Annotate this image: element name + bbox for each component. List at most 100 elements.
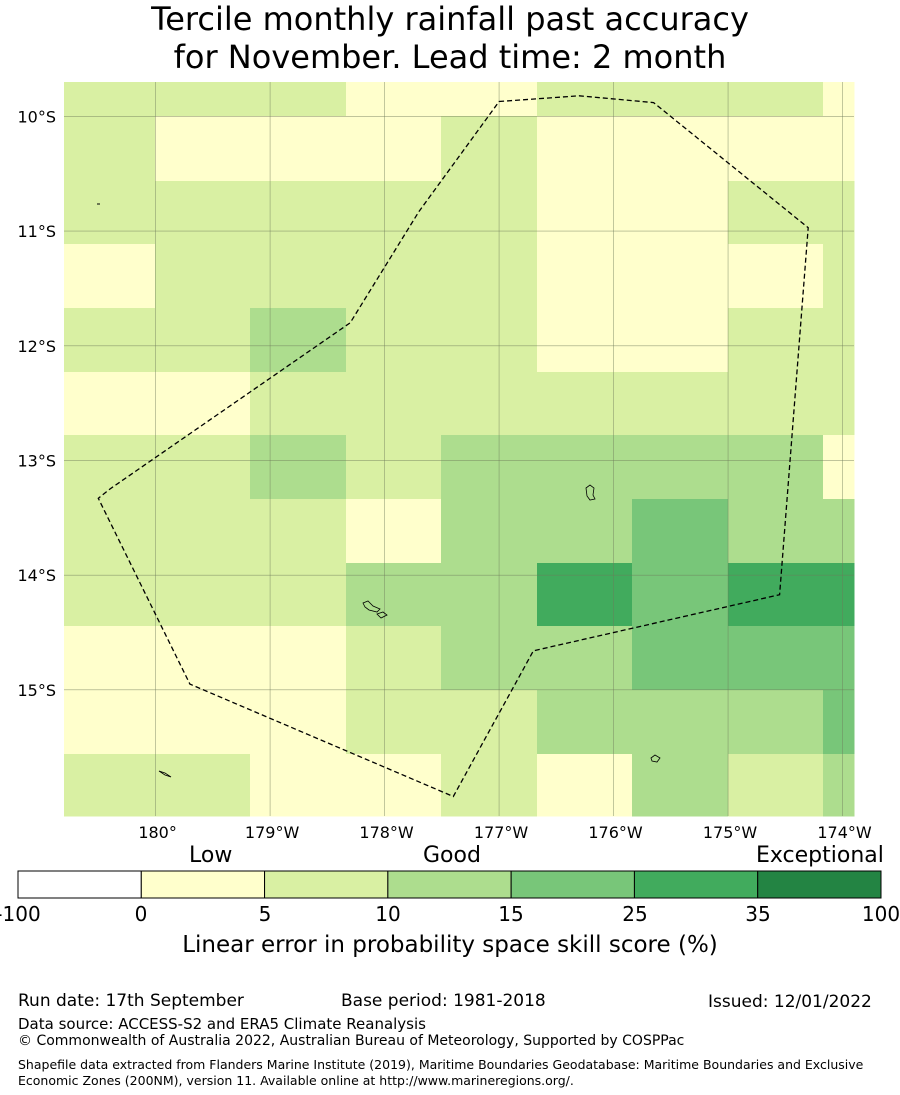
graticule	[64, 82, 854, 816]
skill-cell	[632, 563, 729, 627]
lat-label: 15°S	[17, 681, 56, 700]
skill-cell	[823, 181, 855, 245]
skill-cell	[728, 116, 824, 182]
skill-cell	[823, 499, 855, 564]
lon-label: 180°	[138, 823, 177, 842]
skill-cell	[632, 244, 729, 309]
skill-cell	[346, 435, 442, 500]
skill-cell	[728, 372, 824, 436]
skill-cell	[632, 690, 729, 755]
skill-cell	[823, 435, 855, 500]
island-north	[585, 484, 596, 501]
skill-cell	[632, 82, 729, 117]
skill-cell	[632, 626, 729, 691]
skill-cell	[155, 308, 251, 373]
colorbar-segment	[17, 870, 142, 899]
skill-cell	[155, 116, 251, 182]
eez-boundary	[97, 95, 809, 798]
skill-cell	[728, 690, 824, 755]
lat-label: 14°S	[17, 566, 56, 585]
skill-cell	[250, 82, 347, 117]
lon-label: 179°W	[245, 823, 300, 842]
title-line-2: for November. Lead time: 2 month	[173, 38, 727, 76]
colorbar-tick: 35	[745, 902, 771, 926]
lon-label: 177°W	[474, 823, 529, 842]
skill-cell	[537, 626, 633, 691]
colorbar-segment	[510, 870, 635, 899]
island-west	[362, 600, 381, 613]
skill-cell	[155, 563, 251, 627]
colorbar-tick: 5	[258, 902, 272, 926]
skill-cell	[537, 244, 633, 309]
skill-cell	[441, 435, 538, 500]
skill-cell	[250, 499, 347, 564]
lon-label: 176°W	[588, 823, 643, 842]
colorbar-segment	[757, 870, 882, 899]
colorbar-word-good: Good	[423, 843, 481, 868]
skill-cell	[537, 82, 633, 117]
skill-cell	[441, 82, 538, 117]
colorbar-label: Linear error in probability space skill …	[182, 932, 718, 958]
skill-cell	[728, 626, 824, 691]
skill-cell	[155, 690, 251, 755]
skill-cell	[346, 372, 442, 436]
skill-cell	[250, 116, 347, 182]
colorbar-segment	[387, 870, 512, 899]
longitude-labels: 180° 179°W 178°W 177°W 176°W 175°W 174°W	[138, 823, 872, 842]
colorbar-tick: 10	[375, 902, 401, 926]
skill-cell	[250, 308, 347, 373]
colorbar-segment	[140, 870, 266, 899]
skill-cell	[632, 116, 729, 182]
skill-cell	[823, 372, 855, 436]
skill-cell	[250, 626, 347, 691]
skill-cell	[441, 372, 538, 436]
island-southwest	[158, 770, 172, 778]
lon-label: 175°W	[703, 823, 758, 842]
island-west-small	[376, 611, 388, 619]
skill-cell	[728, 499, 824, 564]
skill-cell	[823, 308, 855, 373]
shapefile-credit: Shapefile data extracted from Flanders M…	[18, 1057, 864, 1088]
skill-cell	[537, 181, 633, 245]
skill-cell	[823, 563, 855, 627]
skill-cell	[632, 499, 729, 564]
skill-cell	[537, 372, 633, 436]
skill-cell	[728, 308, 824, 373]
skill-cell	[155, 754, 251, 817]
skill-cell	[441, 244, 538, 309]
colorbar-segment	[264, 870, 389, 899]
skill-cell	[64, 244, 156, 309]
skill-cell	[64, 563, 156, 627]
skill-grid	[64, 82, 855, 817]
title-line-1: Tercile monthly rainfall past accuracy	[151, 0, 749, 38]
skill-cell	[155, 499, 251, 564]
skill-cell	[441, 499, 538, 564]
skill-cell	[728, 563, 824, 627]
colorbar-word-exceptional: Exceptional	[756, 843, 884, 868]
skill-cell	[537, 563, 633, 627]
skill-cell	[823, 82, 855, 117]
skill-cell	[537, 308, 633, 373]
data-source: Data source: ACCESS-S2 and ERA5 Climate …	[18, 1015, 426, 1033]
chart-title: Tercile monthly rainfall past accuracy f…	[0, 0, 900, 76]
colorbar	[17, 870, 882, 899]
skill-cell	[823, 244, 855, 309]
skill-cell	[632, 754, 729, 817]
skill-cell	[64, 82, 156, 117]
lat-label: 11°S	[17, 222, 56, 241]
skill-cell	[346, 499, 442, 564]
skill-cell	[823, 116, 855, 182]
skill-cell	[346, 181, 442, 245]
lat-label: 13°S	[17, 451, 56, 470]
skill-cell	[346, 563, 442, 627]
colorbar-tick: -100	[0, 902, 41, 926]
skill-cell	[250, 754, 347, 817]
copyright: © Commonwealth of Australia 2022, Austra…	[18, 1033, 685, 1049]
skill-cell	[346, 690, 442, 755]
skill-cell	[632, 181, 729, 245]
skill-cell	[346, 116, 442, 182]
skill-cell	[64, 116, 156, 182]
colorbar-tick: 15	[498, 902, 524, 926]
skill-cell	[823, 626, 855, 691]
islands	[97, 203, 661, 778]
